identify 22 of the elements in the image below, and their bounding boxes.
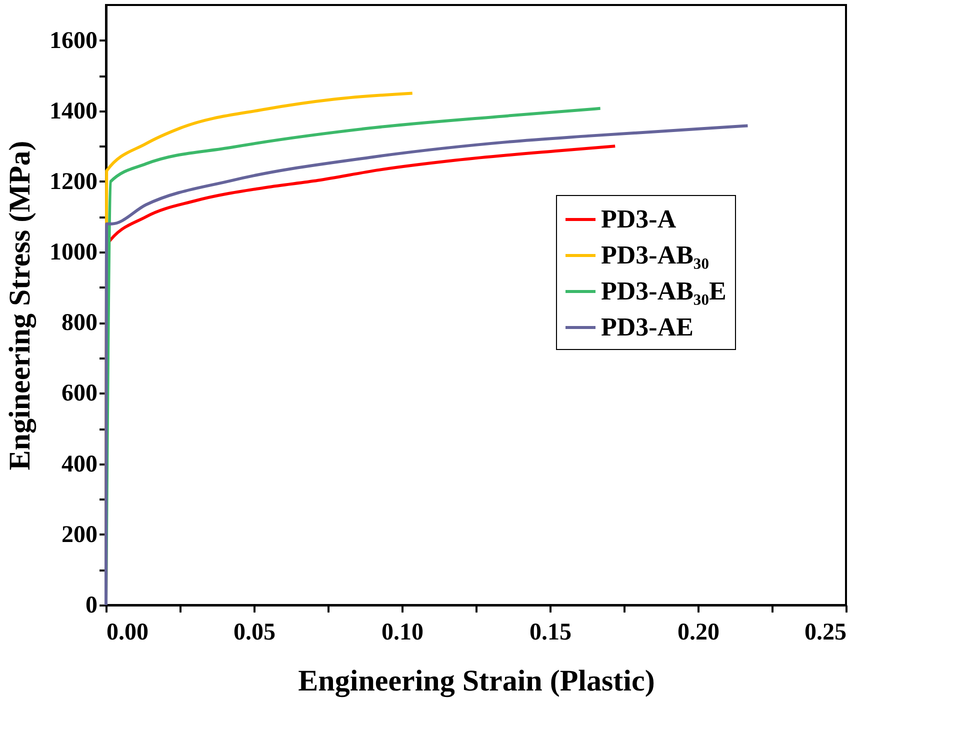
x-tick-label: 0.15	[530, 620, 572, 646]
y-tick-label: 0	[86, 592, 98, 618]
y-tick-label: 1600	[50, 28, 98, 54]
x-tick-label: 0.00	[106, 620, 148, 646]
legend-label: PD3-A	[601, 204, 676, 234]
x-tick-label: 0.10	[382, 620, 424, 646]
y-tick-label: 600	[62, 380, 98, 407]
y-tick-label: 400	[62, 451, 98, 478]
x-tick-label: 0.20	[678, 620, 720, 646]
y-tick-label: 800	[62, 310, 98, 336]
y-tick-label: 1400	[50, 98, 98, 124]
legend-label: PD3-AE	[601, 312, 694, 342]
x-axis-title: Engineering Strain (Plastic)	[298, 664, 655, 698]
y-axis-title: Engineering Stress (MPa)	[4, 140, 36, 470]
line-series	[104, 124, 750, 606]
y-tick-label: 1000	[50, 240, 98, 266]
x-tick-label: 0.05	[234, 620, 276, 646]
y-tick-label: 1200	[50, 168, 98, 195]
y-tick-label: 200	[62, 522, 98, 548]
legend-label: PD3-AB₃₀E	[601, 276, 726, 306]
x-tick-label: 0.25	[804, 620, 846, 646]
legend-label: PD3-AB₃₀	[601, 240, 710, 270]
